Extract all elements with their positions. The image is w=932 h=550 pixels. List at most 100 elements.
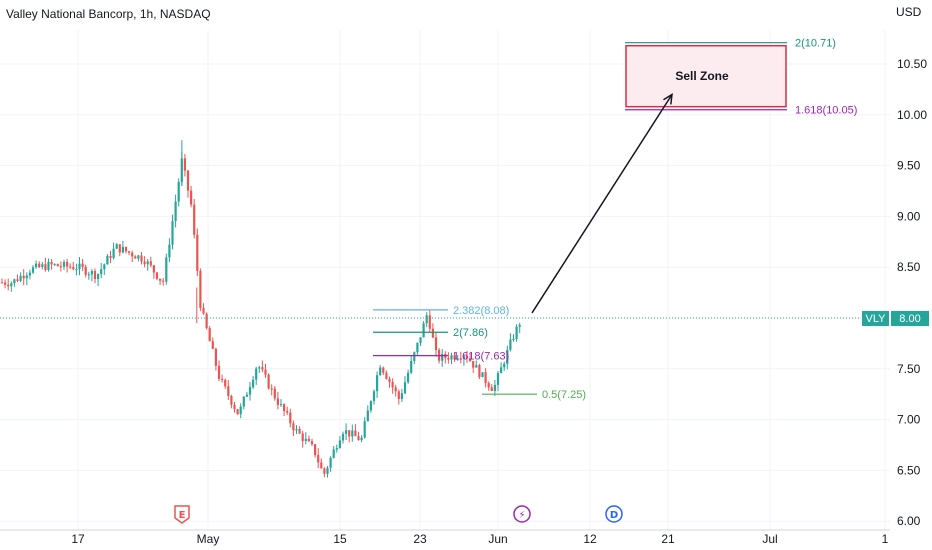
x-tick-label: 12 [583,532,597,546]
y-tick-label: 6.00 [897,514,921,528]
candle-body [78,263,81,270]
candle-body [267,374,270,389]
candle-body [115,244,118,249]
y-tick-label: 6.50 [897,463,921,477]
x-tick-label: 21 [661,532,675,546]
candle-body [131,252,134,257]
candle-body [304,438,307,442]
candle-body [301,433,304,442]
candle-body [360,437,363,441]
event-marker-letter: D [610,510,618,521]
candle-body [22,275,25,279]
candle-body [248,387,252,395]
candle-body [84,266,87,275]
candle-body [264,369,267,375]
candle-body [146,261,149,265]
candle-body [441,353,444,361]
candle-body [155,272,159,279]
candle-body [199,270,202,308]
candle-body [162,280,165,282]
candle-body [214,348,217,366]
candle-body [261,367,264,370]
candle-body [171,221,174,245]
candle-body [165,257,168,282]
candle-body [394,387,397,392]
dividend-marker-icon [605,505,623,523]
x-tick-label: Jun [488,532,507,546]
candle-body [106,255,109,265]
y-tick-label: 8.50 [897,260,921,274]
candle-body [217,365,221,379]
candle-body [211,341,214,349]
candle-body [478,365,481,378]
candle-body [506,349,509,364]
y-tick-label: 7.00 [897,413,921,427]
candle-body [422,323,425,338]
candle-body [183,158,186,171]
candle-body [47,261,50,270]
candle-body [168,244,171,258]
candle-body [475,365,478,368]
candle-body [177,181,180,202]
currency-label: USD [896,5,922,19]
candle-body [416,342,419,353]
candle-body [50,261,53,265]
candle-body [149,261,152,266]
candle-body [493,384,496,391]
candle-body [286,411,289,413]
candle-body [81,263,84,267]
event-markers[interactable]: E ⚡ D [174,505,623,524]
candle-body [193,204,196,235]
candle-body [490,387,493,391]
candle-body [323,468,326,474]
price-badge-value: 8.00 [899,313,920,325]
candle-body [41,264,44,267]
candle-body [56,264,59,267]
candle-body [363,421,366,438]
arrow-head [663,93,673,105]
fib-label: 2(10.71) [795,38,836,50]
candle-body [38,263,41,267]
candle-body [369,401,372,411]
candle-body [66,262,69,267]
candle-body [456,358,459,360]
candle-body [273,388,276,399]
candle-body [462,356,465,359]
candle-body [348,430,351,437]
candle-body [7,284,10,287]
candle-body [434,337,438,351]
candle-body [425,315,428,324]
candle-body [44,264,47,270]
y-tick-label: 7.50 [897,362,921,376]
candle-body [230,395,233,405]
candle-body [233,404,236,410]
candle-body [28,272,31,276]
candle-body [19,275,22,281]
candle-body [276,398,279,405]
candle-body [10,283,13,287]
candle-body [205,313,208,329]
candlestick-series [0,140,521,478]
candle-body [397,391,400,400]
candle-body [431,328,434,338]
candle-body [469,358,472,362]
candle-body [509,339,512,350]
candle-body [31,267,35,273]
projection-arrow [531,94,673,314]
candle-body [450,355,453,360]
candle-body [503,363,506,368]
candle-body [295,428,298,431]
candle-body [221,378,224,380]
candle-body [121,246,124,253]
candle-body [137,255,140,259]
candle-body [376,375,379,392]
candle-body [128,251,131,253]
candle-body [0,282,4,284]
split-marker-icon [513,505,531,523]
candle-body [283,404,286,412]
candle-body [292,423,295,431]
candle-body [239,406,242,415]
candle-body [332,449,335,458]
fib-label: 2(7.86) [453,327,488,339]
